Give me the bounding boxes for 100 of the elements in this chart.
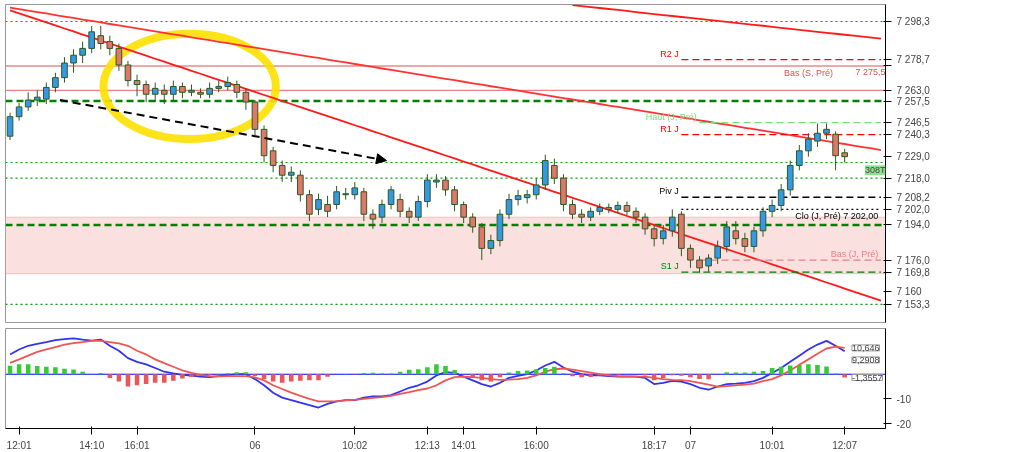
candlestick <box>451 185 458 212</box>
candlestick <box>88 25 95 54</box>
candlestick <box>133 74 141 97</box>
annotation: 10,646 <box>851 342 880 353</box>
bar <box>325 374 330 377</box>
y-tick-label: 7 263,0 <box>896 84 931 96</box>
candlestick <box>650 224 658 247</box>
bar <box>289 374 294 382</box>
candlestick <box>151 82 159 103</box>
bar <box>434 364 439 375</box>
annotation: -1,3557 <box>851 372 883 383</box>
bar <box>842 374 847 378</box>
candlestick <box>523 189 531 204</box>
candlestick <box>796 144 803 171</box>
bar <box>797 365 802 375</box>
series-label: R1 J <box>660 123 679 134</box>
annotation: 9,2908 <box>851 354 880 365</box>
bar <box>416 369 421 375</box>
y-tick-label: 7 218,0 <box>896 172 931 184</box>
series-label: S1 J <box>660 261 679 272</box>
candlestick <box>741 232 749 253</box>
candlestick <box>505 193 513 220</box>
candlestick <box>460 201 467 224</box>
candlestick <box>551 158 558 185</box>
candlestick <box>52 72 59 93</box>
x-tick-label: 14:01 <box>451 439 477 451</box>
bar <box>279 374 285 383</box>
y-tick-label: -20 <box>896 418 912 430</box>
x-tick-label: 06 <box>249 439 261 451</box>
candlestick <box>632 206 640 224</box>
bar <box>543 368 548 375</box>
candlestick <box>360 187 368 222</box>
bar <box>787 365 793 375</box>
x-tick-label: 18:17 <box>641 439 668 451</box>
candlestick <box>687 243 694 269</box>
candlestick <box>569 199 576 220</box>
x-tick-label: 12:07 <box>832 439 858 451</box>
y-tick-label: 7 278,7 <box>896 54 931 66</box>
candlestick <box>79 41 86 64</box>
bar <box>270 374 276 382</box>
candlestick <box>424 173 431 208</box>
y-tick-label: 7 257,5 <box>896 95 931 107</box>
candlestick <box>614 201 622 214</box>
x-tick-label: 12:01 <box>6 439 33 451</box>
ref-line-label: Bas (S, Pré) <box>783 67 833 78</box>
bar <box>660 374 666 378</box>
candlestick <box>814 123 821 148</box>
candlestick <box>6 112 14 141</box>
bar <box>533 369 539 375</box>
candlestick <box>160 83 168 105</box>
bar <box>34 366 40 375</box>
bar <box>488 374 494 382</box>
line-series <box>571 4 882 40</box>
candlestick <box>142 80 150 103</box>
y-tick-label: 7 246,5 <box>896 117 931 129</box>
candlestick <box>315 193 322 216</box>
bar <box>307 374 312 381</box>
bar <box>688 374 693 378</box>
y-tick-label: 7 240,3 <box>896 129 931 141</box>
y-tick-label: 7 229,0 <box>896 151 931 163</box>
candlestick <box>777 183 785 212</box>
bar <box>806 364 811 375</box>
bar <box>815 365 820 375</box>
y-tick-label: 7 176,0 <box>896 254 931 266</box>
candlestick <box>396 193 404 218</box>
bar <box>524 370 530 375</box>
candlestick <box>414 195 422 222</box>
y-tick-label: 7 208,2 <box>896 191 931 203</box>
bar <box>470 374 475 378</box>
candlestick <box>532 177 540 201</box>
series-label: Piv J <box>659 186 679 197</box>
bar <box>824 366 829 375</box>
y-tick-label: -10 <box>896 393 912 405</box>
x-tick-label: 14:10 <box>79 439 105 451</box>
x-tick-label: 16:00 <box>523 439 550 451</box>
candlestick <box>732 220 740 245</box>
candlestick <box>442 175 449 197</box>
candlestick <box>805 132 812 158</box>
candlestick <box>478 222 486 261</box>
candlestick <box>297 169 304 203</box>
x-tick-label: 16:01 <box>124 439 150 451</box>
series-label: Clo (J, Pré) 7 202,00 <box>795 211 879 222</box>
candlestick <box>369 208 377 230</box>
bar <box>125 374 131 387</box>
candlestick <box>387 185 395 210</box>
y-tick-label: 7 160 <box>896 285 922 297</box>
bar <box>107 374 113 378</box>
candlestick <box>469 212 477 234</box>
x-tick-label: 12:13 <box>414 439 441 451</box>
candlestick <box>487 234 495 255</box>
bar <box>443 366 448 375</box>
candlestick <box>278 160 286 183</box>
candlestick <box>514 189 522 206</box>
candlestick <box>768 199 776 218</box>
x-tick-label: 10:01 <box>759 439 786 451</box>
candlestick <box>106 35 114 56</box>
bar <box>116 374 122 382</box>
candlestick <box>378 199 386 224</box>
candlestick <box>723 220 731 253</box>
candlestick <box>659 224 667 245</box>
